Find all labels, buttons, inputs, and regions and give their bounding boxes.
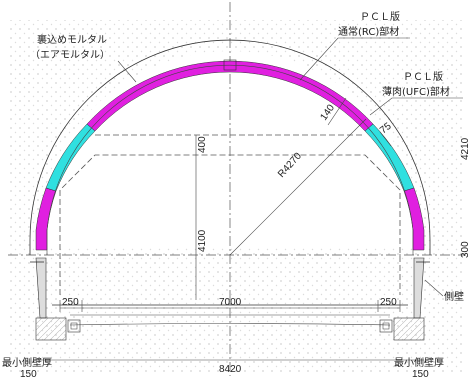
wall-150-right: 150 bbox=[412, 369, 429, 378]
side-wall-left-footing bbox=[36, 318, 66, 340]
edge-partial-1: 4210 bbox=[460, 137, 471, 160]
pcl-ufc-label-line2: 薄肉(UFC)部材 bbox=[382, 85, 450, 98]
pcl-ufc-label-line1: ＰＣＬ版 bbox=[403, 70, 443, 83]
backfill-label-line1: 裏込めモルタル bbox=[37, 33, 107, 46]
pcl-rc-label-line1: ＰＣＬ版 bbox=[360, 10, 400, 23]
dim-7000: 7000 bbox=[219, 297, 242, 308]
edge-partial-2: 300 bbox=[460, 241, 471, 258]
dim-400-label: 400 bbox=[197, 136, 208, 153]
pcl-rc-label-line2: 通常(RC)部材 bbox=[338, 25, 399, 38]
thickness-rc-label: 140 bbox=[318, 102, 337, 122]
radius-label: R4270 bbox=[276, 150, 304, 180]
dim-total-label: 8420 bbox=[219, 364, 242, 375]
dim-4100-label: 4100 bbox=[197, 229, 208, 252]
dim-250-right: 250 bbox=[380, 297, 397, 308]
radius-line bbox=[230, 119, 366, 255]
side-wall-right-footing bbox=[394, 318, 424, 340]
side-wall-label: 側壁 bbox=[444, 290, 464, 303]
wall-150-left: 150 bbox=[20, 369, 37, 378]
min-wall-label-left: 最小側壁厚 bbox=[2, 356, 52, 369]
min-wall-label-right: 最小側壁厚 bbox=[394, 356, 444, 369]
dim-250-left: 250 bbox=[62, 297, 79, 308]
backfill-label-line2: （エアモルタル） bbox=[30, 49, 110, 61]
